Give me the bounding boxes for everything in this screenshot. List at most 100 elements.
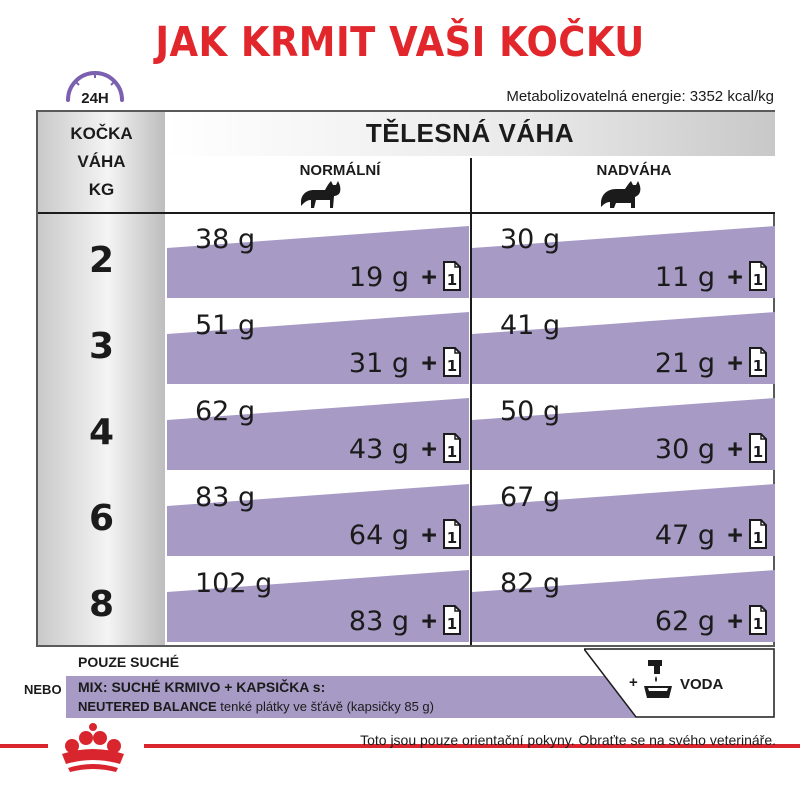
mix-dry-amount: 21 g <box>654 348 715 379</box>
ration-band <box>167 570 469 642</box>
mix-dry-amount: 30 g <box>654 434 715 465</box>
ration-cell-overweight: 30 g 11 g +1 <box>472 218 775 298</box>
column-overweight-label: NADVÁHA <box>596 162 672 179</box>
column-divider <box>470 158 472 645</box>
pouch-count: 1 <box>447 443 457 461</box>
clock-24h-icon: 24H <box>62 66 128 112</box>
pouch-count: 1 <box>753 357 763 375</box>
weight-kg: 4 <box>88 412 115 453</box>
dry-only-amount: 50 g <box>500 396 561 427</box>
ration-band <box>472 484 775 556</box>
plus-sign: + <box>727 434 743 464</box>
dry-only-amount: 82 g <box>500 568 561 599</box>
weight-kg: 8 <box>88 584 115 625</box>
plus-sign: + <box>421 262 437 292</box>
pouch-count: 1 <box>447 615 457 633</box>
pouch-icon: 1 <box>443 519 461 549</box>
pouch-icon: 1 <box>749 261 767 291</box>
pouch-count: 1 <box>447 529 457 547</box>
mix-dry-amount: 47 g <box>654 520 715 551</box>
plus-sign: + <box>727 348 743 378</box>
ration-band <box>472 398 775 470</box>
header-band <box>165 112 775 156</box>
water-plus: + <box>629 674 638 691</box>
page-title: JAK KRMIT VAŠI KOČKU <box>155 18 645 66</box>
weight-kg: 3 <box>88 326 115 367</box>
header-divider <box>38 212 775 214</box>
ration-cell-normal: 38 g 19 g +1 <box>167 218 469 298</box>
feeding-table: KOČKA VÁHA KG TĚLESNÁ VÁHA NORMÁLNÍ NADV… <box>36 110 775 647</box>
ration-band <box>472 226 775 298</box>
pouch-count: 1 <box>447 271 457 289</box>
mix-dry-amount: 31 g <box>348 348 409 379</box>
pouch-count: 1 <box>753 529 763 547</box>
weight-kg: 2 <box>88 240 115 281</box>
ration-cell-overweight: 41 g 21 g +1 <box>472 304 775 384</box>
mix-dry-amount: 11 g <box>654 262 715 293</box>
legend-mix-product: NEUTERED BALANCE <box>78 699 217 714</box>
pouch-count: 1 <box>447 357 457 375</box>
ration-cell-normal: 51 g 31 g +1 <box>167 304 469 384</box>
pouch-count: 1 <box>753 443 763 461</box>
ration-band <box>472 312 775 384</box>
pouch-count: 1 <box>753 615 763 633</box>
water-legend-box <box>584 648 775 718</box>
mix-dry-amount: 43 g <box>348 434 409 465</box>
table-title: TĚLESNÁ VÁHA <box>365 118 575 148</box>
legend-mix-line2: NEUTERED BALANCE tenké plátky ve šťávě (… <box>78 699 434 714</box>
dry-only-amount: 62 g <box>195 396 256 427</box>
clock-label: 24H <box>81 90 109 107</box>
mix-dry-amount: 62 g <box>654 606 715 637</box>
dry-only-amount: 102 g <box>195 568 273 599</box>
water-tap-bowl-icon <box>644 660 672 698</box>
plus-sign: + <box>727 606 743 636</box>
mix-dry-amount: 64 g <box>348 520 409 551</box>
ration-cell-overweight: 67 g 47 g +1 <box>472 476 775 556</box>
legend-mix-band <box>66 676 636 718</box>
plus-sign: + <box>727 520 743 550</box>
ration-cell-normal: 83 g 64 g +1 <box>167 476 469 556</box>
ration-band <box>472 570 775 642</box>
plus-sign: + <box>421 348 437 378</box>
pouch-icon: 1 <box>443 347 461 377</box>
water-label: VODA <box>680 676 724 693</box>
cat-silhouette-icon <box>301 181 341 208</box>
dry-only-amount: 41 g <box>500 310 561 341</box>
energy-note: Metabolizovatelná energie: 3352 kcal/kg <box>506 88 774 105</box>
dry-only-amount: 83 g <box>195 482 256 513</box>
pouch-icon: 1 <box>749 519 767 549</box>
ration-cell-normal: 62 g 43 g +1 <box>167 390 469 470</box>
brand-red-line <box>0 744 800 748</box>
legend-or: NEBO <box>24 682 62 697</box>
legend-dry-only: POUZE SUCHÉ <box>78 654 180 670</box>
mix-dry-amount: 83 g <box>348 606 409 637</box>
pouch-icon: 1 <box>443 605 461 635</box>
legend-mix-line1: MIX: SUCHÉ KRMIVO + KAPSIČKA s: <box>78 679 326 695</box>
ration-band <box>167 226 469 298</box>
plus-sign: + <box>421 606 437 636</box>
pouch-icon: 1 <box>443 261 461 291</box>
ration-band <box>167 312 469 384</box>
plus-sign: + <box>421 520 437 550</box>
dry-only-amount: 30 g <box>500 224 561 255</box>
weight-header-line3: KG <box>88 180 115 199</box>
dry-only-amount: 51 g <box>195 310 256 341</box>
weight-header-line2: VÁHA <box>77 152 126 171</box>
dry-only-amount: 38 g <box>195 224 256 255</box>
royal-canin-crown-logo <box>48 723 144 782</box>
pouch-icon: 1 <box>443 433 461 463</box>
mix-dry-amount: 19 g <box>348 262 409 293</box>
weight-column <box>38 112 165 645</box>
weight-header-line1: KOČKA <box>70 124 133 143</box>
pouch-icon: 1 <box>749 433 767 463</box>
ration-cell-overweight: 82 g 62 g +1 <box>472 562 775 642</box>
cat-silhouette-icon <box>601 181 641 208</box>
pouch-icon: 1 <box>749 605 767 635</box>
ration-band <box>167 484 469 556</box>
weight-column-header: KOČKA VÁHA KG <box>38 120 165 204</box>
legend-mix-rest: tenké plátky ve šťávě (kapsičky 85 g) <box>220 699 434 714</box>
plus-sign: + <box>421 434 437 464</box>
weight-kg: 6 <box>88 498 115 539</box>
pouch-icon: 1 <box>749 347 767 377</box>
plus-sign: + <box>727 262 743 292</box>
